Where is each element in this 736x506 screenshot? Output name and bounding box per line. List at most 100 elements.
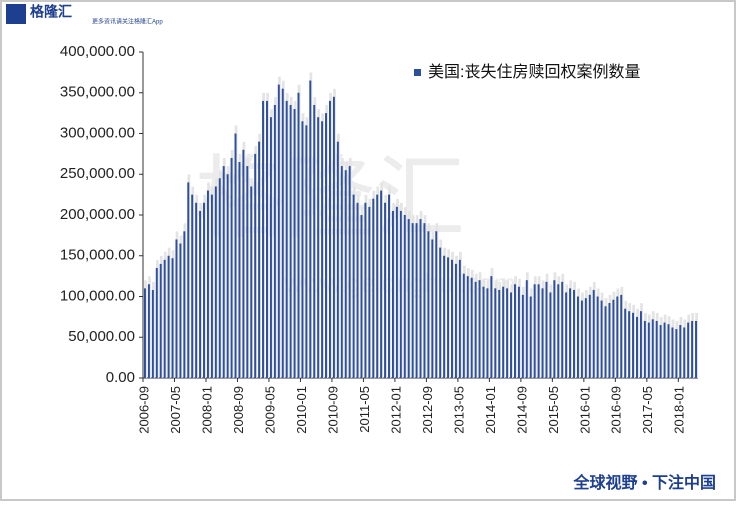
bar <box>289 104 292 378</box>
y-tick-label: 150,000.00 <box>60 247 135 264</box>
slogan: 更多资讯请关注格隆汇App <box>92 18 163 26</box>
bar <box>510 292 513 378</box>
bar <box>451 259 453 378</box>
bar <box>250 186 253 378</box>
bar <box>297 92 300 378</box>
y-tick-label: 250,000.00 <box>60 165 135 182</box>
bar <box>317 117 320 378</box>
bar <box>372 198 375 378</box>
bar <box>588 294 591 378</box>
x-tick-label: 2008-09 <box>231 386 246 434</box>
x-tick-label: 2012-09 <box>420 386 435 434</box>
bar <box>435 231 438 378</box>
bar <box>474 281 477 378</box>
x-tick-label: 2016-01 <box>577 386 592 434</box>
bar <box>592 289 595 378</box>
bar <box>616 296 619 378</box>
bar <box>695 320 698 378</box>
bar <box>281 88 284 379</box>
x-tick-label: 2014-09 <box>514 386 529 434</box>
bar <box>403 215 406 378</box>
bar <box>155 267 158 378</box>
x-tick-label: 2008-01 <box>199 386 214 434</box>
bar <box>663 322 666 378</box>
bar <box>328 100 331 379</box>
bar <box>262 100 265 379</box>
bar <box>679 325 682 378</box>
bar <box>151 289 154 378</box>
bar <box>360 215 363 378</box>
bar <box>214 186 217 378</box>
bar <box>411 223 414 378</box>
bar <box>600 300 603 378</box>
bar <box>553 280 556 378</box>
bar <box>143 288 146 378</box>
bar <box>258 141 261 378</box>
bar <box>159 263 162 378</box>
x-tick-label: 2013-05 <box>451 386 466 434</box>
bar <box>352 194 355 378</box>
bar <box>431 239 434 378</box>
bar <box>502 286 505 378</box>
bar <box>344 170 347 378</box>
logo: 格隆汇 <box>30 4 72 20</box>
bar <box>285 100 288 379</box>
bar <box>309 80 312 379</box>
bar <box>651 319 654 378</box>
bar <box>643 320 646 378</box>
bar <box>273 104 276 378</box>
bar <box>195 202 198 378</box>
y-tick-label: 300,000.00 <box>60 124 135 141</box>
bar <box>325 113 328 378</box>
bar <box>521 294 524 378</box>
bar <box>529 296 532 378</box>
bar <box>620 294 623 378</box>
bar <box>458 259 461 378</box>
x-tick-label: 2009-05 <box>262 386 277 434</box>
bar <box>537 284 540 378</box>
bar <box>584 298 587 378</box>
bar <box>557 284 560 378</box>
bar <box>604 306 607 378</box>
bar <box>517 286 520 378</box>
bar <box>269 117 272 378</box>
bar <box>222 166 225 378</box>
bar <box>439 247 442 378</box>
bar <box>399 210 402 378</box>
bar <box>206 190 209 378</box>
y-tick-label: 0.00 <box>106 369 135 386</box>
bar <box>427 231 430 378</box>
bar <box>415 223 418 378</box>
bar <box>301 121 304 379</box>
bar <box>561 281 564 378</box>
bar <box>254 153 257 378</box>
bar <box>348 166 351 378</box>
bar <box>549 292 552 378</box>
logo-icon <box>6 4 26 24</box>
bar <box>454 263 457 378</box>
bar <box>675 329 678 378</box>
bar <box>187 182 190 378</box>
bar <box>246 166 249 378</box>
y-tick-label: 50,000.00 <box>68 328 135 345</box>
bar <box>478 280 481 378</box>
bar <box>490 276 493 378</box>
x-tick-label: 2012-01 <box>388 386 403 434</box>
bar <box>191 194 194 378</box>
legend-swatch <box>414 69 421 76</box>
bar <box>443 255 446 378</box>
x-tick-label: 2015-05 <box>546 386 561 434</box>
bar <box>293 109 296 379</box>
x-tick-label: 2010-01 <box>294 386 309 434</box>
y-tick-label: 400,000.00 <box>60 43 135 60</box>
bar <box>163 259 166 378</box>
bar <box>210 194 213 378</box>
bar <box>573 289 575 378</box>
y-tick-label: 200,000.00 <box>60 206 135 223</box>
bar <box>419 219 422 378</box>
bar <box>541 288 544 378</box>
bar <box>336 141 339 378</box>
bar <box>628 311 631 378</box>
bar <box>266 100 268 379</box>
